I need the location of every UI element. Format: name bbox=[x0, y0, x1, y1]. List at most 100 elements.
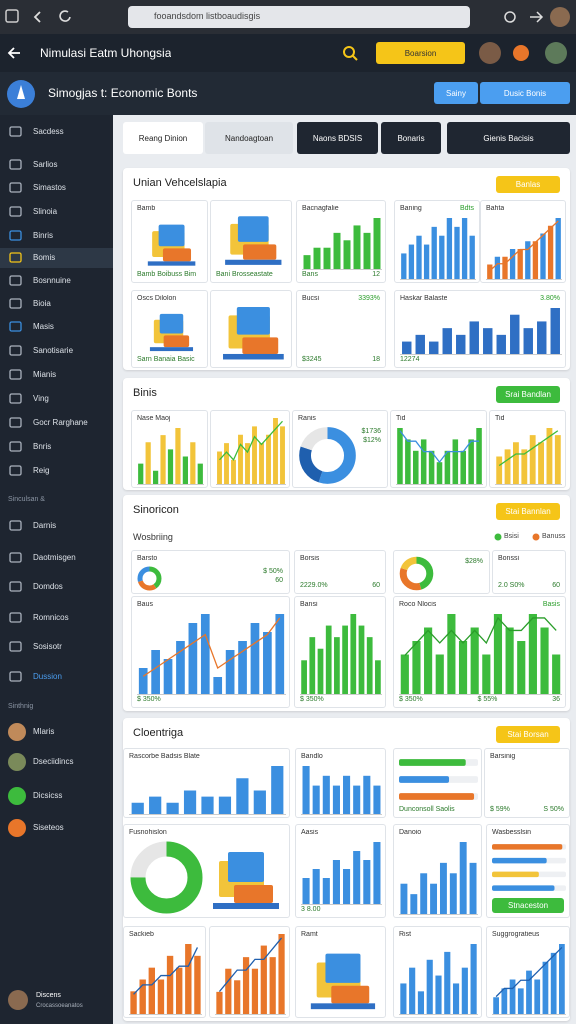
card: Sackieb bbox=[123, 926, 206, 1018]
button-label: Dusic Bonis bbox=[503, 88, 547, 98]
tab[interactable]: Reang Dinion bbox=[123, 122, 203, 154]
bar bbox=[185, 944, 192, 1015]
tab[interactable]: Naons BDSIS bbox=[297, 122, 378, 154]
sidebar-label[interactable]: Reig bbox=[33, 466, 50, 475]
card-title: Wasbesslsin bbox=[492, 829, 532, 836]
sidebar-label[interactable]: Gocr Rarghane bbox=[33, 418, 88, 427]
card-value: $1736 bbox=[361, 428, 381, 435]
sidebar-icon bbox=[9, 417, 22, 428]
card-value: 60 bbox=[372, 582, 380, 589]
section bbox=[123, 378, 570, 490]
section-button[interactable]: Srai Bandlan bbox=[496, 386, 560, 403]
bar bbox=[138, 668, 148, 695]
sidebar-label[interactable]: Bnris bbox=[33, 442, 52, 451]
bar bbox=[400, 883, 408, 915]
card-values: $ 350% $ 55% 36 bbox=[399, 696, 560, 703]
header-button[interactable]: Boarsion bbox=[376, 42, 465, 64]
card-value: 60 bbox=[275, 577, 283, 584]
bar bbox=[401, 253, 407, 280]
bar bbox=[218, 796, 232, 815]
tab[interactable]: Gienis Bacisis bbox=[447, 122, 570, 154]
bar bbox=[353, 851, 361, 905]
sidebar-label[interactable]: Bomis bbox=[33, 253, 56, 262]
section-button[interactable]: Stai Bannlan bbox=[496, 503, 560, 520]
sidebar-label[interactable]: Slinoia bbox=[33, 207, 58, 216]
card-values: Bani Brosseastate bbox=[216, 271, 286, 278]
bar bbox=[303, 255, 311, 270]
card-title: Baus bbox=[137, 601, 153, 608]
sidebar-icon bbox=[9, 581, 22, 592]
subheader-button[interactable]: Dusic Bonis bbox=[480, 82, 570, 104]
hbar bbox=[399, 759, 466, 766]
url-box[interactable]: fooandsdom listboaudisgis bbox=[128, 6, 470, 28]
sidebar-label[interactable]: Dussion bbox=[33, 672, 62, 681]
illus-part bbox=[163, 335, 190, 348]
card-chart bbox=[399, 556, 434, 591]
bar bbox=[194, 955, 201, 1015]
sidebar-label[interactable]: Romnicos bbox=[33, 613, 69, 622]
section-button[interactable]: Stai Borsan bbox=[496, 726, 560, 743]
bar bbox=[523, 328, 533, 355]
sidebar-label[interactable]: Daotmisgen bbox=[33, 553, 76, 562]
bar bbox=[373, 842, 381, 905]
sidebar-label[interactable]: Domdos bbox=[33, 582, 63, 591]
sidebar-label[interactable]: Mianis bbox=[33, 370, 57, 379]
card-value: S 50% bbox=[543, 806, 564, 813]
back-icon[interactable] bbox=[6, 44, 26, 62]
sidebar-label[interactable]: Darnis bbox=[33, 521, 57, 530]
illus-part bbox=[149, 347, 194, 352]
sidebar-label[interactable]: Sosisotr bbox=[33, 642, 62, 651]
bar bbox=[175, 967, 183, 1015]
sidebar-label[interactable]: Dseciidincs bbox=[33, 757, 74, 766]
legend-dot bbox=[494, 533, 502, 541]
card-chart bbox=[147, 224, 196, 266]
section bbox=[123, 168, 570, 370]
sidebar-label[interactable]: Sacdess bbox=[33, 127, 64, 136]
sidebar-label[interactable]: Simastos bbox=[33, 183, 66, 192]
illus-part bbox=[325, 953, 361, 983]
card: Borsis 2229.0% 60 bbox=[294, 550, 386, 594]
bar bbox=[505, 627, 514, 695]
sidebar-label[interactable]: Ving bbox=[33, 394, 49, 403]
hbar bbox=[492, 871, 539, 878]
bar bbox=[468, 439, 474, 485]
illus-part bbox=[223, 353, 284, 360]
avatar bbox=[8, 753, 26, 771]
sidebar-label[interactable]: Masis bbox=[33, 322, 54, 331]
icon-shape bbox=[9, 552, 22, 563]
card-value: Bani Brosseastate bbox=[216, 271, 273, 278]
sidebar-label[interactable]: Mlaris bbox=[33, 727, 55, 736]
card-chart bbox=[149, 313, 194, 352]
illus-part bbox=[162, 248, 192, 262]
sidebar-label[interactable]: Dicsicss bbox=[33, 791, 63, 800]
trend-line bbox=[399, 430, 480, 464]
bar bbox=[151, 650, 160, 695]
subheader-button[interactable]: Sainy bbox=[434, 82, 478, 104]
illus-part bbox=[152, 231, 185, 258]
sidebar-label[interactable]: Sarlios bbox=[33, 160, 58, 169]
card-button[interactable]: Stnaceston bbox=[492, 898, 564, 913]
bar bbox=[149, 796, 162, 815]
card-title: Baning bbox=[400, 205, 422, 212]
bar bbox=[538, 442, 544, 485]
tab[interactable]: Bonaris bbox=[381, 122, 441, 154]
sidebar-label[interactable]: Bosnnuine bbox=[33, 276, 71, 285]
bar bbox=[529, 435, 536, 485]
tab[interactable]: Nandoagtoan bbox=[205, 122, 293, 154]
sidebar-label[interactable]: Siseteos bbox=[33, 823, 64, 832]
bar bbox=[350, 614, 357, 695]
illus-part bbox=[316, 962, 361, 998]
button-label: Banlas bbox=[515, 180, 541, 189]
search-icon[interactable] bbox=[342, 45, 360, 63]
donut-segment bbox=[137, 566, 162, 591]
donut-segment bbox=[137, 566, 162, 591]
section-button[interactable]: Banlas bbox=[496, 176, 560, 193]
sidebar-label[interactable]: Binris bbox=[33, 231, 54, 240]
card-chart bbox=[302, 218, 382, 270]
sidebar-label[interactable]: Sanotisarie bbox=[33, 346, 74, 355]
sidebar-label[interactable]: Bioia bbox=[33, 299, 51, 308]
bar bbox=[483, 328, 493, 355]
card-title: Bacnagfalie bbox=[302, 205, 339, 212]
bar bbox=[469, 321, 479, 355]
tab-label: Gienis Bacisis bbox=[483, 133, 534, 143]
